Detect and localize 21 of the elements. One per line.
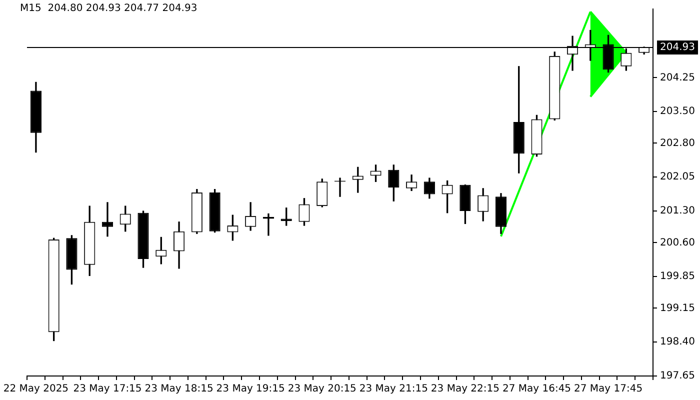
x-tick-label: 23 May 21:15 [359,384,428,395]
x-tick-label: 23 May 18:15 [144,384,214,395]
y-tick-label: 202.80 [660,138,696,149]
y-tick-label: 202.05 [660,172,696,183]
x-tick-label: 22 May 2025 [3,384,69,395]
x-tick-label: 23 May 19:15 [216,384,285,395]
y-tick-label: 204.25 [660,72,696,84]
y-tick-label: 200.60 [660,237,696,248]
x-tick-label: 23 May 20:15 [288,384,356,395]
chart-title: M15 204.80 204.93 204.77 204.93 [20,3,198,14]
y-tick-label: 199.85 [660,271,696,282]
x-tick-label: 23 May 17:15 [73,384,142,395]
y-tick-label: 198.40 [660,336,696,348]
x-tick-label: 27 May 16:45 [502,384,572,395]
y-tick-label: 197.65 [660,370,696,382]
ref-line-label: 204.93 [660,42,696,54]
y-tick-label: 201.30 [660,206,696,217]
x-tick-label: 27 May 17:45 [574,384,643,395]
x-tick-label: 23 May 22:15 [430,384,500,395]
y-tick-label: 203.50 [660,106,696,118]
y-tick-label: 199.15 [660,302,696,314]
